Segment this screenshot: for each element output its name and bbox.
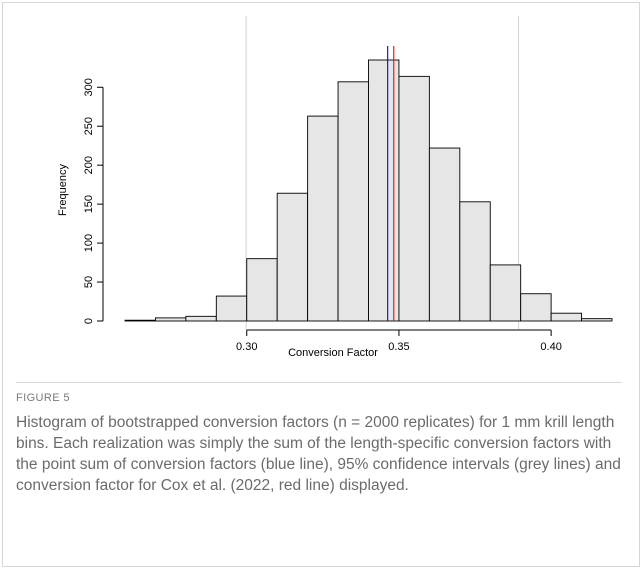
marker-lines xyxy=(387,46,395,321)
histogram-bar xyxy=(459,201,491,322)
x-tick-label: 0.35 xyxy=(388,341,409,353)
y-tick-label: 50 xyxy=(83,276,95,288)
caption-divider xyxy=(16,382,622,383)
x-axis-label: Conversion Factor xyxy=(288,347,378,359)
histogram-bar xyxy=(154,317,187,322)
x-tick-label: 0.40 xyxy=(540,341,561,353)
y-axis-label: Frequency xyxy=(57,164,69,216)
y-tick-label: 150 xyxy=(83,195,95,213)
histogram-bar xyxy=(246,258,278,322)
histogram-bar xyxy=(185,315,217,322)
histogram-chart: 0 50 100 150 200 250 300 0.30 0.35 0.40 Frequenc… xyxy=(57,16,613,359)
x-axis: 0.30 0.35 0.40 xyxy=(236,329,562,353)
y-tick-label: 200 xyxy=(83,156,95,174)
histogram-bar xyxy=(428,147,461,322)
y-tick-label: 0 xyxy=(83,318,95,324)
histogram-bar xyxy=(520,293,552,322)
histogram-bar xyxy=(276,192,309,322)
histogram-bars xyxy=(124,59,613,322)
histogram-bar xyxy=(581,318,613,322)
histogram-bar xyxy=(215,295,248,322)
histogram-bar xyxy=(368,59,400,322)
figure-caption: Histogram of bootstrapped conversion fac… xyxy=(16,414,621,494)
histogram-bar xyxy=(337,81,369,322)
y-tick-label: 250 xyxy=(83,117,95,135)
histogram-bar xyxy=(398,75,430,322)
histogram-bar xyxy=(489,264,522,322)
y-tick-label: 300 xyxy=(83,78,95,96)
x-tick-label: 0.30 xyxy=(236,341,257,353)
y-axis: 0 50 100 150 200 250 300 xyxy=(83,78,104,324)
histogram-bar xyxy=(550,312,583,322)
histogram-bar xyxy=(307,115,339,322)
y-tick-label: 100 xyxy=(83,234,95,252)
figure-label: FIGURE 5 xyxy=(16,392,70,404)
histogram-bar xyxy=(124,319,156,322)
